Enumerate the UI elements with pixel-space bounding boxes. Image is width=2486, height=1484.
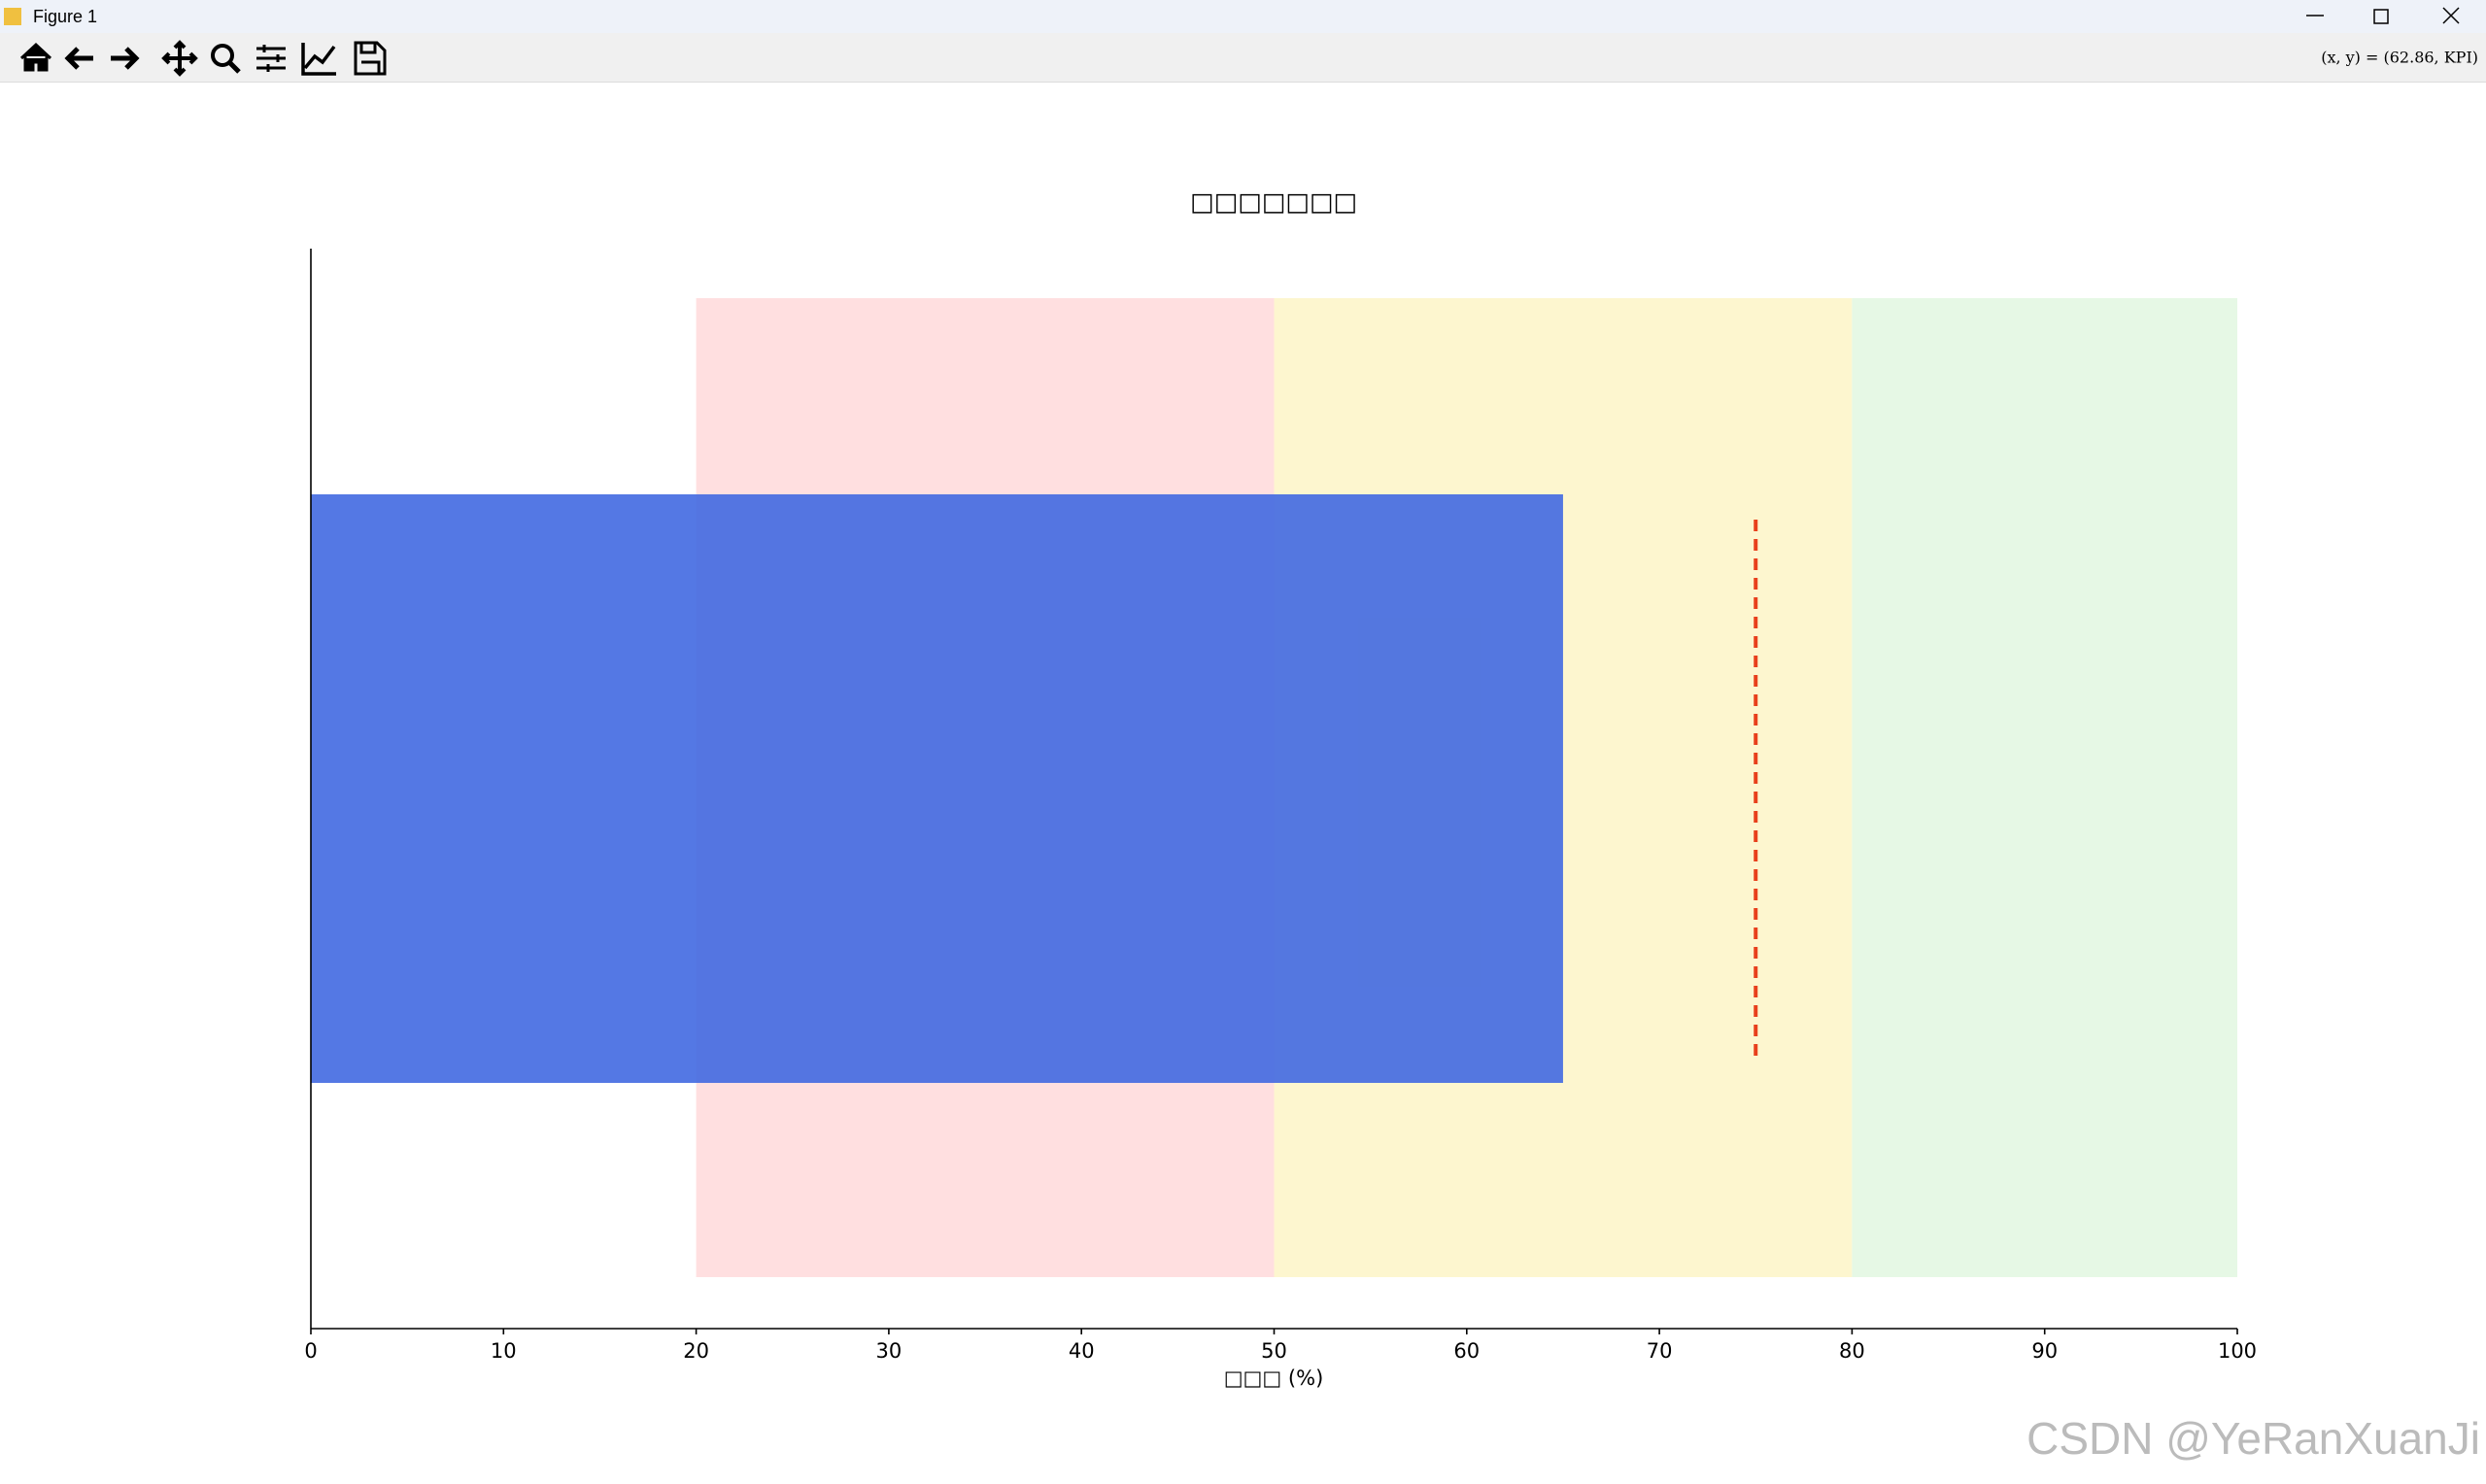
configure-button[interactable]: [256, 45, 286, 72]
x-tick-label: 40: [1069, 1339, 1095, 1363]
back-button[interactable]: [64, 47, 93, 70]
title-bar-graphics: Figure 1: [4, 7, 2460, 26]
x-tick-label: 70: [1647, 1339, 1673, 1363]
x-axis-label: □□□ (%): [1224, 1366, 1324, 1390]
x-tick-label: 10: [491, 1339, 517, 1363]
value-bar: [311, 494, 1563, 1083]
forward-button[interactable]: [111, 47, 140, 70]
watermark: CSDN @YeRanXuanJi: [2026, 1413, 2480, 1464]
close-button[interactable]: [2442, 7, 2460, 24]
x-tick-label: 50: [1261, 1339, 1287, 1363]
toolbar: (x, y) = (62.86, KPI): [0, 33, 2486, 83]
status-text: (x, y) = (62.86, KPI): [2321, 49, 2478, 67]
restore-button[interactable]: [2373, 9, 2389, 24]
chart-title: □□□□□□□: [1190, 188, 1357, 218]
x-tick-label: 100: [2218, 1339, 2257, 1363]
pan-button[interactable]: [161, 40, 198, 77]
home-button[interactable]: [19, 42, 52, 72]
x-tick-label: 0: [304, 1339, 317, 1363]
toolbar-graphics: (x, y) = (62.86, KPI): [19, 40, 2478, 77]
x-tick-label: 20: [683, 1339, 709, 1363]
window-title: Figure 1: [33, 7, 97, 26]
edit-axes-button[interactable]: [301, 43, 336, 76]
range-band: [1852, 298, 2237, 1277]
save-button[interactable]: [354, 41, 387, 76]
x-tick-label: 30: [876, 1339, 902, 1363]
zoom-button[interactable]: [211, 44, 241, 74]
app-icon: [4, 8, 21, 25]
x-tick-label: 90: [2031, 1339, 2058, 1363]
title-bar: Figure 1: [0, 0, 2486, 33]
x-tick-label: 60: [1453, 1339, 1480, 1363]
chart: □□□□□□□ □□□ (%) CSDN @YeRanXuanJi 0 10 20 3…: [304, 188, 2480, 1465]
x-tick-label: 80: [1839, 1339, 1865, 1363]
